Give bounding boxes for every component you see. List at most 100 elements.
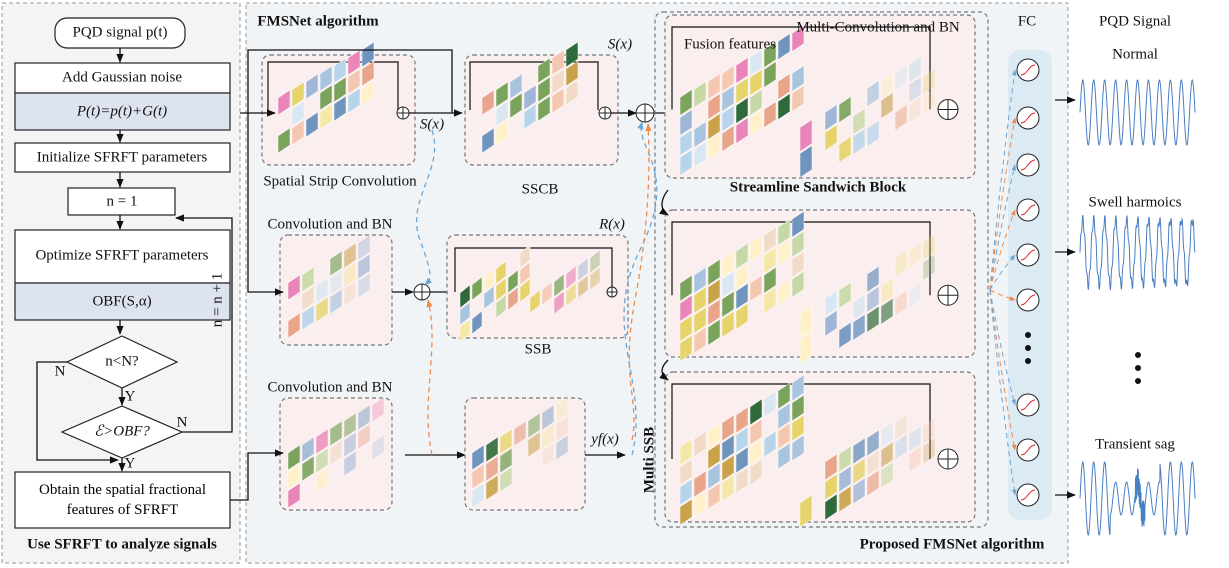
feature-cell <box>721 474 735 502</box>
feature-cell <box>707 298 721 326</box>
ellipsis-dot <box>1135 378 1141 384</box>
feature-cell <box>735 97 749 125</box>
feature-cell <box>565 60 579 87</box>
feature-cell <box>495 277 507 302</box>
signal-wave <box>1079 79 1196 146</box>
sum-cross <box>636 104 654 122</box>
feature-cell <box>541 404 555 431</box>
feature-cell <box>357 423 371 450</box>
feature-cell <box>749 109 763 137</box>
feature-cell <box>301 455 315 482</box>
feature-cell <box>371 434 385 461</box>
feature-cell <box>880 441 894 469</box>
feature-cell <box>343 280 357 307</box>
feature-cell <box>343 242 357 269</box>
feature-cell <box>922 233 936 261</box>
feature-cell <box>507 269 519 294</box>
feature-cell <box>852 313 866 341</box>
label: ℰ>OBF? <box>94 423 150 439</box>
feature-cell <box>693 141 707 169</box>
module-box <box>446 234 629 339</box>
feature-cell <box>749 398 763 426</box>
feature-cell <box>459 318 471 343</box>
feature-cell <box>777 422 791 450</box>
feature-cell <box>287 482 301 509</box>
connector <box>247 49 453 113</box>
feature-cell <box>707 442 721 470</box>
feature-cell <box>880 461 894 489</box>
label: Optimize SFRFT parameters <box>35 247 208 263</box>
feature-cell <box>721 125 735 153</box>
feature-cell <box>679 89 693 117</box>
feature-cell <box>707 258 721 286</box>
feature-cell <box>287 274 301 301</box>
output-text: Obtain the spatial fractional features o… <box>38 482 207 518</box>
feature-cell <box>791 394 805 422</box>
feature-cell <box>471 444 485 471</box>
label: Convolution and BN <box>267 216 392 232</box>
connector <box>454 247 613 292</box>
feature-cell <box>343 431 357 458</box>
feature-cell <box>357 253 371 280</box>
feature-cell <box>495 81 509 108</box>
feature-cell <box>777 218 791 246</box>
title: FMSNet algorithm <box>257 13 379 29</box>
feature-cell <box>693 81 707 109</box>
feature-cell <box>329 439 343 466</box>
feature-cell <box>852 128 866 156</box>
feature-cell <box>305 73 319 100</box>
feature-cell <box>519 244 531 269</box>
feature-cell <box>519 278 531 303</box>
feature-cell <box>707 422 721 450</box>
feature-cell <box>693 430 707 458</box>
feature-cell <box>894 289 908 317</box>
sum-cross <box>938 99 958 120</box>
feature-cell <box>880 277 894 305</box>
feature-cell <box>529 289 541 314</box>
feature-cell <box>319 84 333 111</box>
feature-cell <box>749 89 763 117</box>
feature-cell <box>679 458 693 486</box>
feature-cell <box>824 453 838 481</box>
ellipsis-dot <box>1025 345 1031 351</box>
feature-cell <box>852 108 866 136</box>
label: yf(x) <box>589 431 618 447</box>
feature-cell <box>799 330 813 364</box>
feature-cell <box>721 454 735 482</box>
feature-cell <box>483 268 495 293</box>
feature-cell <box>777 93 791 121</box>
feature-cell <box>824 473 838 501</box>
connector <box>426 299 433 456</box>
feature-cell <box>721 414 735 442</box>
feature-cell <box>315 296 329 323</box>
feature-cell <box>908 281 922 309</box>
feature-cell <box>908 241 922 269</box>
caption: Use SFRFT to analyze signals <box>27 536 217 552</box>
feature-cell <box>577 274 589 299</box>
feature-cell <box>735 57 749 85</box>
feature-cell <box>799 145 813 179</box>
feature-cell <box>551 87 565 114</box>
feature-cell <box>721 290 735 318</box>
feature-cell <box>735 242 749 270</box>
feature-cell <box>824 124 838 152</box>
feature-cell <box>693 490 707 518</box>
feature-cell <box>555 396 569 423</box>
feature-cell <box>866 120 880 148</box>
feature-cell <box>527 412 541 439</box>
feature-cell <box>791 434 805 462</box>
feature-cell <box>791 85 805 113</box>
feature-cell <box>343 450 357 477</box>
feature-cell <box>777 402 791 430</box>
feature-cell <box>777 278 791 306</box>
feature-cell <box>319 65 333 92</box>
feature-cell <box>763 61 777 89</box>
feature-cell <box>735 406 749 434</box>
feature-cell <box>287 463 301 490</box>
feature-cell <box>908 445 922 473</box>
feature-cell <box>541 281 553 306</box>
feature-cell <box>679 274 693 302</box>
feature-cell <box>908 96 922 124</box>
feature-cell <box>693 306 707 334</box>
feature-cell <box>513 420 527 447</box>
